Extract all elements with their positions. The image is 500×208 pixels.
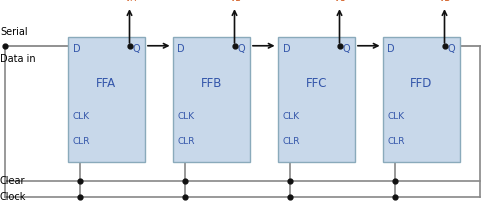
Text: FFA: FFA <box>96 77 116 90</box>
Bar <box>382 37 460 162</box>
Text: FFD: FFD <box>410 77 432 90</box>
Text: Q: Q <box>238 44 245 54</box>
Text: Clear: Clear <box>0 176 26 186</box>
Text: CLK: CLK <box>388 112 404 121</box>
Text: $Q_{D}$: $Q_{D}$ <box>436 0 452 4</box>
Text: D: D <box>178 44 185 54</box>
Text: D: D <box>282 44 290 54</box>
Text: D: D <box>388 44 395 54</box>
Bar <box>172 37 250 162</box>
Text: D: D <box>72 44 80 54</box>
Text: CLR: CLR <box>388 137 405 146</box>
Bar <box>278 37 355 162</box>
Text: CLK: CLK <box>282 112 300 121</box>
Text: CLR: CLR <box>72 137 90 146</box>
Text: $Q_{A}$: $Q_{A}$ <box>122 0 138 4</box>
Text: Q: Q <box>448 44 455 54</box>
Text: CLK: CLK <box>72 112 90 121</box>
Text: Clock: Clock <box>0 192 26 202</box>
Text: $Q_{B}$: $Q_{B}$ <box>226 0 242 4</box>
Text: Q: Q <box>342 44 350 54</box>
Text: Serial: Serial <box>0 27 28 37</box>
Text: FFB: FFB <box>200 77 222 90</box>
Text: CLK: CLK <box>178 112 194 121</box>
Text: FFC: FFC <box>306 77 327 90</box>
Text: Q: Q <box>132 44 140 54</box>
Bar <box>68 37 145 162</box>
Text: Data in: Data in <box>0 54 36 64</box>
Text: CLR: CLR <box>178 137 195 146</box>
Text: $Q_{C}$: $Q_{C}$ <box>332 0 347 4</box>
Text: CLR: CLR <box>282 137 300 146</box>
